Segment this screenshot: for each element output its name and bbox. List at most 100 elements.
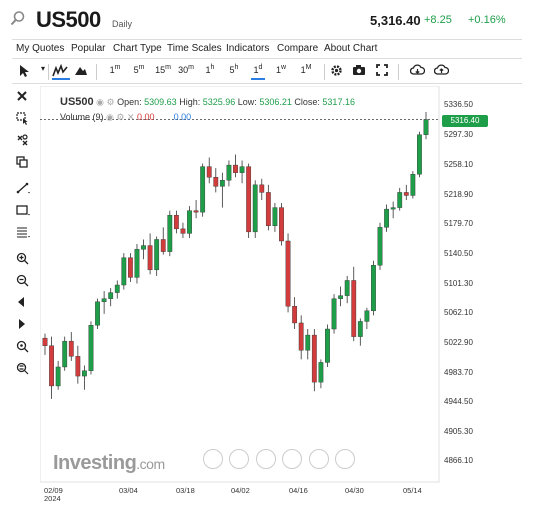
menu-compare[interactable]: Compare xyxy=(277,43,319,54)
zoom-reset-icon[interactable] xyxy=(16,340,34,356)
price-chart[interactable] xyxy=(40,86,440,496)
gear-icon[interactable] xyxy=(330,64,344,80)
upload-cloud-icon[interactable] xyxy=(434,64,450,80)
timeframe-5-minutes[interactable]: 5m xyxy=(133,64,145,75)
scroll-right-icon[interactable] xyxy=(16,318,34,334)
menu-chart-type[interactable]: Chart Type xyxy=(113,43,162,54)
trend-line-icon[interactable] xyxy=(16,182,34,198)
candlestick-chart-icon[interactable] xyxy=(52,64,70,80)
select-area-icon[interactable] xyxy=(16,112,34,128)
candle[interactable] xyxy=(403,184,409,201)
candle[interactable] xyxy=(108,288,114,307)
candle[interactable] xyxy=(252,180,258,238)
candle[interactable] xyxy=(338,286,344,307)
timeframe-15-minutes[interactable]: 15m xyxy=(155,64,171,75)
candle[interactable] xyxy=(325,324,330,367)
candle[interactable] xyxy=(213,168,219,193)
mountain-chart-icon[interactable] xyxy=(74,64,90,80)
candle[interactable] xyxy=(305,329,311,360)
search-icon[interactable] xyxy=(10,10,26,26)
candle[interactable] xyxy=(154,236,160,276)
candle[interactable] xyxy=(351,266,357,342)
timeframe-5-hours[interactable]: 5h xyxy=(229,64,239,75)
candle[interactable] xyxy=(272,203,278,232)
candle[interactable] xyxy=(75,345,81,384)
rectangle-icon[interactable] xyxy=(16,204,34,220)
menu-popular[interactable]: Popular xyxy=(71,43,106,54)
candle[interactable] xyxy=(206,157,212,184)
volume-settings-icon[interactable]: ◉ ⚙ ✕ xyxy=(106,112,138,122)
magnet-icon[interactable] xyxy=(16,134,34,150)
candle[interactable] xyxy=(127,253,133,282)
fibonacci-icon[interactable] xyxy=(16,226,34,242)
candle[interactable] xyxy=(101,291,107,314)
candle[interactable] xyxy=(173,210,179,234)
candle[interactable] xyxy=(134,244,140,284)
candle[interactable] xyxy=(187,206,192,238)
download-cloud-icon[interactable] xyxy=(410,64,426,80)
nav-button[interactable] xyxy=(255,449,276,469)
candle[interactable] xyxy=(88,321,94,375)
menu-time-scales[interactable]: Time Scales xyxy=(167,43,222,54)
scroll-left-icon[interactable] xyxy=(16,296,34,312)
candle[interactable] xyxy=(423,111,429,140)
candle[interactable] xyxy=(68,332,74,361)
candle[interactable] xyxy=(193,200,199,219)
candle[interactable] xyxy=(160,227,166,255)
price-axis[interactable]: 5336.50 5297.30 5258.10 5218.90 5179.70 … xyxy=(440,86,500,496)
candle[interactable] xyxy=(364,307,370,330)
nav-button[interactable] xyxy=(335,449,356,469)
candle[interactable] xyxy=(377,222,383,270)
nav-button[interactable] xyxy=(229,449,250,469)
timeframe-1-month[interactable]: 1M xyxy=(300,64,312,75)
copy-icon[interactable] xyxy=(16,156,34,172)
zoom-in-icon[interactable] xyxy=(16,252,34,268)
candle[interactable] xyxy=(397,187,403,211)
candle[interactable] xyxy=(141,239,146,260)
timeframe-1-day[interactable]: 1d xyxy=(251,64,265,80)
candle[interactable] xyxy=(114,280,120,299)
candle[interactable] xyxy=(357,318,363,346)
nav-button[interactable] xyxy=(282,449,303,469)
zoom-fit-icon[interactable] xyxy=(16,362,34,378)
candle[interactable] xyxy=(180,222,186,238)
cursor-icon[interactable] xyxy=(18,64,32,80)
candle[interactable] xyxy=(121,253,127,290)
nav-button[interactable] xyxy=(308,449,329,469)
candle[interactable] xyxy=(239,160,245,184)
candle[interactable] xyxy=(82,365,87,390)
candle[interactable] xyxy=(167,210,173,257)
menu-indicators[interactable]: Indicators xyxy=(226,43,270,54)
close-icon[interactable] xyxy=(16,90,34,106)
candle[interactable] xyxy=(298,315,304,360)
candle[interactable] xyxy=(318,359,324,389)
candle[interactable] xyxy=(147,233,153,275)
menu-my-quotes[interactable]: My Quotes xyxy=(16,43,65,54)
candle[interactable] xyxy=(200,163,206,217)
candle[interactable] xyxy=(331,294,337,334)
candle[interactable] xyxy=(62,336,68,371)
candle[interactable] xyxy=(292,297,298,330)
candle[interactable] xyxy=(279,203,284,246)
candle[interactable] xyxy=(233,154,238,178)
candle[interactable] xyxy=(344,275,350,304)
candle[interactable] xyxy=(95,298,100,330)
candle[interactable] xyxy=(311,329,317,392)
timeframe-1-hour[interactable]: 1h xyxy=(205,64,215,75)
candle[interactable] xyxy=(384,204,389,232)
visibility-icon[interactable]: ◉ ⚙ xyxy=(96,97,118,107)
fullscreen-icon[interactable] xyxy=(376,64,390,80)
timeframe-1-minute[interactable]: 1m xyxy=(109,64,121,75)
candle[interactable] xyxy=(49,336,54,399)
candle[interactable] xyxy=(55,360,61,390)
camera-icon[interactable] xyxy=(352,64,366,80)
candle[interactable] xyxy=(42,333,48,355)
candle[interactable] xyxy=(219,172,225,208)
nav-button[interactable] xyxy=(203,449,223,469)
candle[interactable] xyxy=(390,201,396,219)
candle[interactable] xyxy=(246,163,252,238)
candle[interactable] xyxy=(226,160,232,187)
candle[interactable] xyxy=(259,178,265,201)
chevron-down-icon[interactable]: ▾ xyxy=(40,64,45,73)
timeframe-1-week[interactable]: 1w xyxy=(275,64,287,75)
